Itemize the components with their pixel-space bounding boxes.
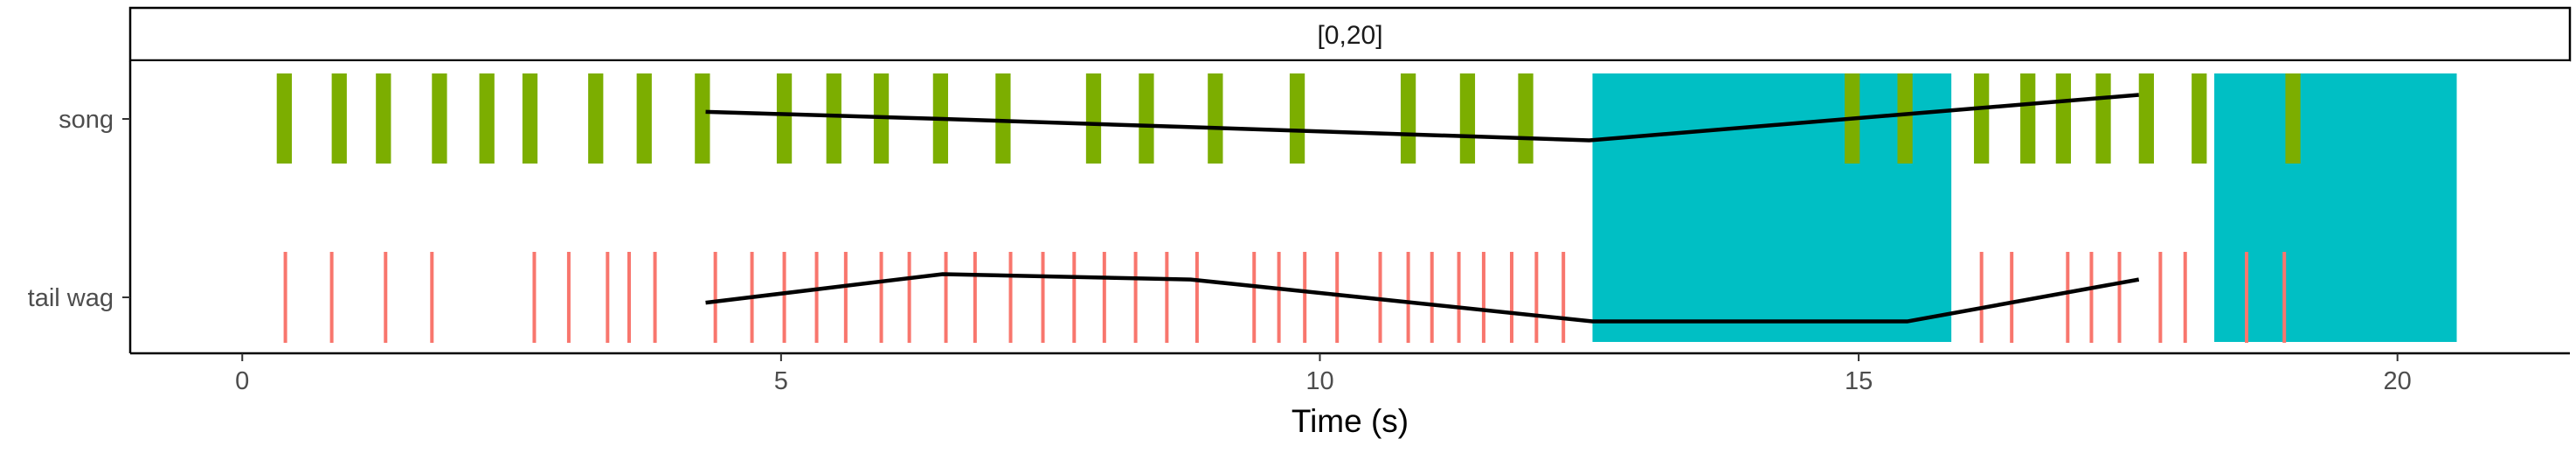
x-tick-label-15: 15 — [1845, 367, 1873, 395]
song-event-9 — [695, 73, 710, 164]
song-event-23 — [1897, 73, 1913, 164]
x-axis: 0 5 10 15 20 — [235, 353, 2412, 395]
song-event-4 — [432, 73, 447, 164]
tail-wag-events-layer — [283, 252, 2287, 343]
song-event-1 — [276, 73, 292, 164]
song-event-16 — [1139, 73, 1154, 164]
x-tick-label-10: 10 — [1305, 367, 1333, 395]
highlight-interval-2 — [2214, 73, 2457, 342]
highlight-layer — [1592, 73, 2457, 342]
song-event-8 — [636, 73, 652, 164]
connector-line-tail-wag — [705, 272, 2140, 324]
song-event-27 — [2095, 73, 2111, 164]
y-tick-label-song: song — [59, 106, 114, 134]
connector-line-song — [705, 93, 2139, 143]
song-event-18 — [1289, 73, 1305, 164]
song-event-2 — [331, 73, 347, 164]
y-tick-label-tail-wag: tail wag — [28, 284, 114, 312]
highlight-interval-1 — [1592, 73, 1952, 342]
song-event-3 — [376, 73, 391, 164]
song-event-19 — [1400, 73, 1416, 164]
song-event-28 — [2138, 73, 2154, 164]
song-event-30 — [2285, 73, 2301, 164]
y-axis: song tail wag — [28, 106, 130, 312]
song-event-7 — [588, 73, 604, 164]
song-event-21 — [1518, 73, 1534, 164]
song-event-17 — [1208, 73, 1223, 164]
song-event-15 — [1085, 73, 1102, 164]
connector-lines-layer — [705, 93, 2140, 324]
facet-strip-label: [0,20] — [1317, 21, 1382, 50]
song-event-11 — [826, 73, 841, 164]
x-axis-title: Time (s) — [1291, 403, 1409, 439]
facet-strip: [0,20] — [128, 6, 2572, 62]
x-tick-label-0: 0 — [235, 367, 249, 395]
song-event-25 — [2020, 73, 2036, 164]
song-events-layer — [276, 73, 2301, 164]
plot-panel — [128, 61, 2570, 355]
song-event-24 — [1974, 73, 1990, 164]
song-event-26 — [2055, 73, 2072, 164]
facet-strip-box — [128, 6, 2572, 62]
song-event-6 — [522, 73, 538, 164]
x-tick-label-20: 20 — [2384, 367, 2412, 395]
song-event-20 — [1459, 73, 1476, 164]
song-event-29 — [2192, 73, 2207, 164]
axes-layer — [128, 61, 2570, 355]
song-event-14 — [995, 73, 1011, 164]
x-tick-label-5: 5 — [774, 367, 788, 395]
song-event-10 — [776, 73, 793, 164]
song-event-5 — [479, 73, 495, 164]
